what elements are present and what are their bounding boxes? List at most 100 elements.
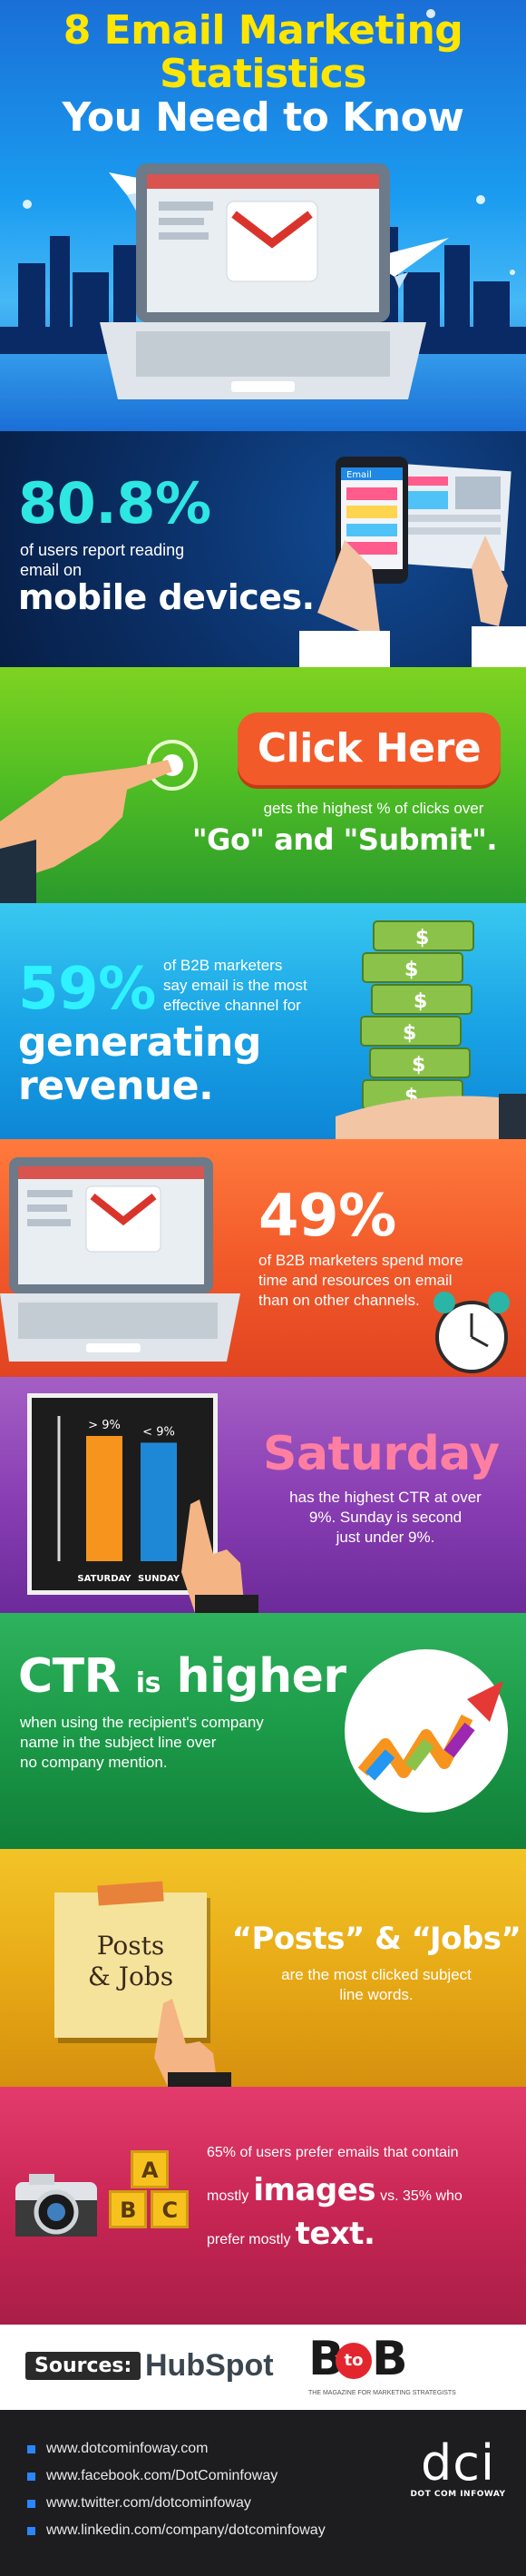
money-stack-illustration: $$$ $$$: [336, 920, 526, 1139]
footer-link-text: www.facebook.com/DotCominfoway: [46, 2468, 278, 2483]
stat-text-part: mostly: [207, 2188, 249, 2204]
stat-value: 59%: [18, 956, 156, 1023]
stat-text: when using the recipient's company name …: [20, 1713, 264, 1773]
sticky-note-text: Posts & Jobs: [54, 1931, 207, 1992]
footer-link[interactable]: www.dotcominfoway.com: [27, 2435, 326, 2463]
header-illustration: [0, 9, 526, 399]
tape-icon: [97, 1881, 164, 1906]
stat-emphasis: "Go" and "Submit".: [192, 822, 498, 857]
stat-emphasis-line: generating: [18, 1019, 261, 1066]
stat-text-line: time and resources on email: [258, 1272, 453, 1289]
abc-block: B: [109, 2190, 147, 2228]
ctr-bar-chart: > 9% SATURDAY < 9% SUNDAY: [57, 1416, 180, 1584]
stat-mobile-section: Email 80.8% of users report reading emai…: [0, 431, 526, 667]
sticky-note-line: Posts: [96, 1931, 165, 1961]
stat-value: 49%: [258, 1183, 396, 1250]
stat-emphasis: images: [253, 2172, 375, 2208]
b2b-logo-to: to: [336, 2343, 372, 2379]
stat-text-line: than on other channels.: [258, 1292, 420, 1309]
dci-logo-tagline: DOT COM INFOWAY: [410, 2490, 506, 2499]
phone-email-label: Email: [346, 470, 372, 480]
stat-text: 65% of users prefer emails that contain: [207, 2145, 459, 2160]
svg-text:$: $: [415, 927, 429, 949]
growth-arrow-illustration: [345, 1649, 508, 1813]
alarm-clock-icon: [433, 1292, 510, 1373]
stat-value: 80.8%: [18, 470, 211, 536]
chart-category-label: SATURDAY: [77, 1574, 132, 1584]
svg-text:$: $: [412, 1054, 425, 1077]
svg-text:$: $: [414, 990, 427, 1013]
stat-text-row: mostly images vs. 35% who: [207, 2170, 520, 2217]
sticky-note: Posts & Jobs: [54, 1881, 207, 2038]
stat-emphasis-part: is: [135, 1667, 161, 1699]
stat-text-line: 9%. Sunday is second: [308, 1509, 463, 1526]
bullet-square-icon: [27, 2499, 35, 2508]
dci-logo[interactable]: dci DOT COM INFOWAY: [404, 2437, 512, 2500]
stat-text-line: line words.: [339, 1986, 414, 2003]
footer-links: www.dotcominfoway.com www.facebook.com/D…: [27, 2435, 326, 2544]
stat-text-line: of B2B marketers spend more: [258, 1252, 463, 1269]
chart-data-label: > 9%: [88, 1419, 121, 1432]
stat-cta-section: Click Here gets the highest % of clicks …: [0, 667, 526, 903]
stat-saturday-section: > 9% SATURDAY < 9% SUNDAY Saturday has the …: [0, 1377, 526, 1613]
click-here-button[interactable]: Click Here: [238, 713, 501, 785]
laptop-icon: [0, 1157, 240, 1362]
stat-text: of users report reading email on: [20, 540, 184, 580]
stat-text-line: just under 9%.: [336, 1529, 435, 1546]
laptop-clock-illustration: [0, 1157, 510, 1373]
stat-emphasis-line: revenue.: [18, 1063, 214, 1109]
footer-link-text: www.linkedin.com/company/dotcominfoway: [46, 2522, 326, 2538]
stat-text-line: say email is the most: [163, 977, 307, 994]
stat-text-part: prefer mostly: [207, 2232, 291, 2247]
hubspot-logo[interactable]: HubSpot: [145, 2348, 274, 2383]
footer-link[interactable]: www.linkedin.com/company/dotcominfoway: [27, 2517, 326, 2544]
stat-text-line: when using the recipient's company: [20, 1714, 264, 1731]
footer-link-text: www.twitter.com/dotcominfoway: [46, 2495, 251, 2511]
stat-emphasis-part: higher: [176, 1649, 347, 1704]
stat-text-row: prefer mostly text.: [207, 2214, 520, 2260]
bullet-square-icon: [27, 2526, 35, 2535]
chart-bar-sunday: [141, 1442, 177, 1561]
svg-text:$: $: [404, 959, 418, 981]
camera-icon: [15, 2174, 97, 2237]
stat-emphasis: generating revenue.: [18, 1021, 261, 1108]
abc-block: A: [131, 2150, 169, 2188]
footer-link[interactable]: www.facebook.com/DotCominfoway: [27, 2463, 326, 2490]
stat-subject-words-section: Posts & Jobs “Posts” & “Jobs” are the mo…: [0, 1849, 526, 2087]
bullet-square-icon: [27, 2444, 35, 2453]
stat-text-line: email on: [20, 561, 83, 579]
abc-block: C: [151, 2190, 189, 2228]
pointing-hand-illustration: [0, 740, 198, 903]
footer-link[interactable]: www.twitter.com/dotcominfoway: [27, 2490, 326, 2517]
title-line-2: Statistics: [159, 51, 367, 97]
stat-text: gets the highest % of clicks over: [263, 800, 484, 817]
svg-text:$: $: [403, 1022, 416, 1045]
stat-text-line: no company mention.: [20, 1754, 168, 1771]
stat-text-line: has the highest CTR at over: [289, 1489, 482, 1506]
chart-category-label: SUNDAY: [138, 1574, 180, 1584]
sparkle-icon: [23, 200, 32, 209]
stat-text-line: name in the subject line over: [20, 1734, 217, 1751]
stat-text-line: of B2B marketers: [163, 957, 283, 974]
stat-resources-section: 49% of B2B marketers spend more time and…: [0, 1139, 526, 1377]
b2b-logo[interactable]: B to B THE MAGAZINE FOR MARKETING STRATE…: [308, 2332, 508, 2404]
chart-data-label: < 9%: [142, 1425, 175, 1439]
sources-section: Sources: HubSpot B to B THE MAGAZINE FOR…: [0, 2325, 526, 2410]
b2b-logo-letter: B: [372, 2332, 408, 2386]
footer-section: www.dotcominfoway.com www.facebook.com/D…: [0, 2410, 526, 2576]
stat-revenue-section: $ $ $ $ $ $ 59% of B2B marketers say email i…: [0, 903, 526, 1139]
stat-text-line: effective channel for: [163, 997, 301, 1014]
stat-text-line: of users report reading: [20, 541, 185, 559]
stat-text: has the highest CTR at over 9%. Sunday i…: [258, 1488, 512, 1548]
stat-value: Saturday: [263, 1427, 500, 1481]
stat-emphasis: CTR is higher: [18, 1649, 346, 1711]
sticky-note-line: & Jobs: [87, 1961, 174, 1991]
title-line-3: You Need to Know: [62, 94, 464, 141]
stat-images-section: A B C 65% of users prefer emails that co…: [0, 2087, 526, 2325]
footer-link-text: www.dotcominfoway.com: [46, 2441, 209, 2456]
stat-text: of B2B marketers say email is the most e…: [163, 956, 307, 1016]
stat-text: of B2B marketers spend more time and res…: [258, 1251, 463, 1311]
stat-text-part: vs. 35% who: [380, 2188, 463, 2204]
laptop-icon: [100, 163, 426, 399]
